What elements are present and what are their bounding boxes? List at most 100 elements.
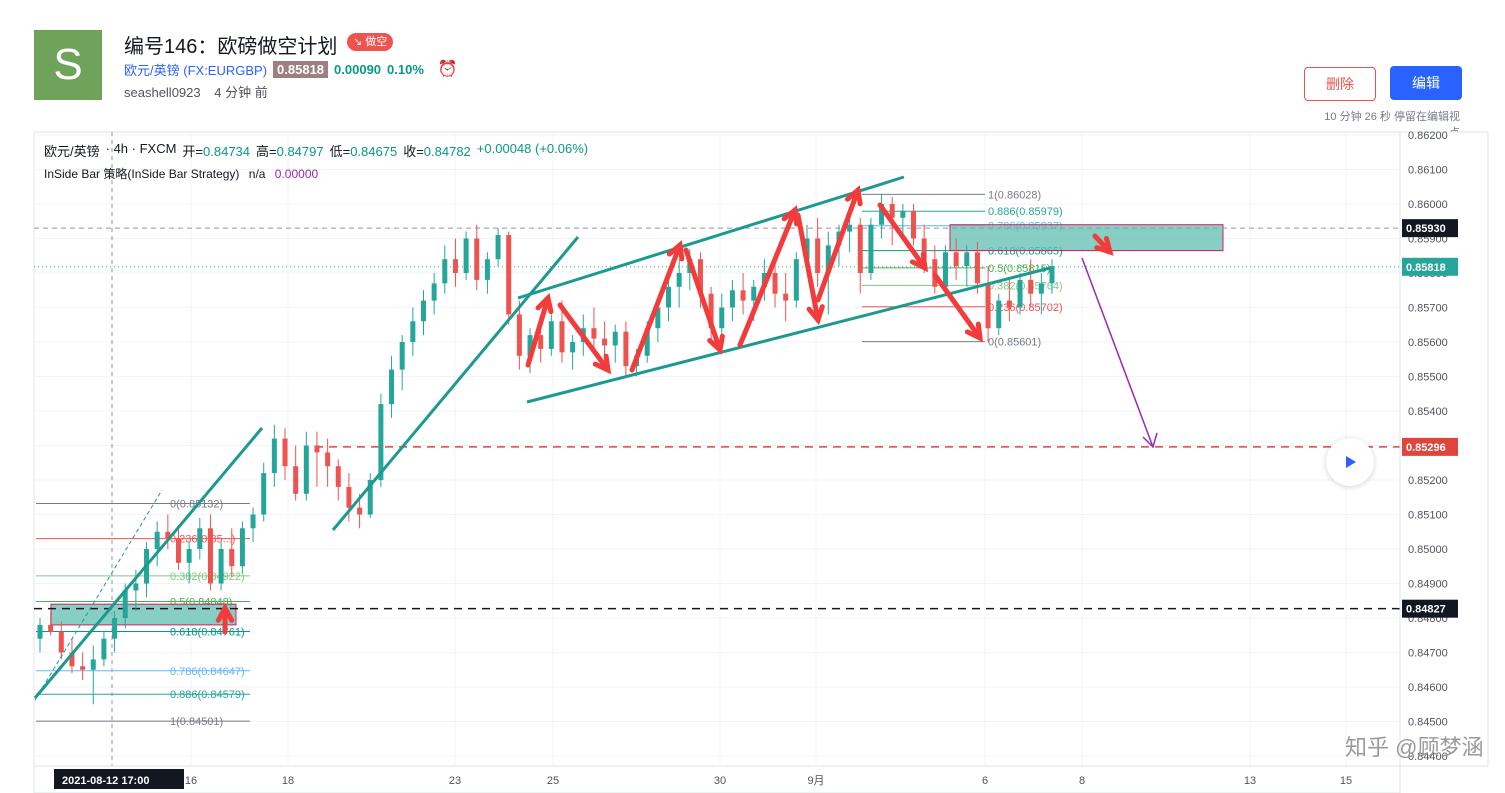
- time-tick-label: 25: [547, 775, 559, 787]
- candle-body: [325, 452, 331, 467]
- wave-arrow-shaft: [1092, 233, 1113, 255]
- edit-button[interactable]: 编辑: [1390, 66, 1462, 100]
- candle-body: [218, 549, 224, 584]
- author-name[interactable]: seashell0923: [124, 85, 201, 100]
- legend-high: 高=0.84797: [256, 141, 324, 160]
- crosshair-date-bg: [54, 769, 184, 789]
- symbol-legend: 欧元/英镑 · 4h · FXCM 开=0.84734 高=0.84797 低=…: [44, 141, 588, 160]
- candle-body: [37, 624, 43, 639]
- symbol-code[interactable]: (FX:EURGBP): [183, 62, 268, 78]
- candle-body: [570, 342, 576, 353]
- idea-header: S 编号146：欧磅做空计划 ↘ 做空 欧元/英镑 (FX:EURGBP) 0.…: [0, 0, 1505, 139]
- candlestick-series: [37, 193, 1055, 705]
- candle-body: [974, 252, 980, 284]
- candle-body: [122, 590, 128, 618]
- candle: [452, 238, 458, 287]
- trend-lines: [33, 175, 1158, 701]
- candle: [37, 618, 43, 653]
- play-icon: [1346, 456, 1356, 468]
- candle-body: [186, 549, 192, 563]
- candle-body: [538, 335, 544, 349]
- candle: [516, 300, 522, 370]
- price-axis: 0.862000.861000.860000.859000.858000.857…: [1399, 130, 1489, 767]
- candle-body: [836, 231, 842, 246]
- edit-note-text: 10 分钟 26 秒 停留在编辑视: [1324, 111, 1460, 123]
- candle-body: [942, 252, 948, 287]
- candle: [847, 210, 853, 253]
- candle-body: [985, 283, 991, 329]
- candle-body: [463, 238, 469, 273]
- price-tick-label: 0.85700: [1408, 303, 1448, 315]
- symbol-link[interactable]: 欧元/英镑 (FX:EURGBP): [124, 60, 267, 79]
- candle-body: [175, 538, 181, 563]
- candle: [410, 307, 416, 356]
- candle: [389, 355, 395, 418]
- alarm-clock-icon[interactable]: ⏰: [437, 61, 458, 78]
- candle-body: [996, 300, 1002, 329]
- candle-body: [154, 531, 160, 549]
- candle-body: [591, 328, 597, 339]
- candle-body: [889, 204, 895, 218]
- delete-button[interactable]: 删除: [1304, 67, 1376, 101]
- candle: [69, 638, 75, 674]
- candle-body: [697, 259, 703, 294]
- candle: [154, 521, 160, 567]
- wave-arrow-shaft: [737, 207, 798, 348]
- strategy-name[interactable]: InSide Bar 策略(InSide Bar Strategy): [44, 167, 240, 181]
- candle: [655, 300, 661, 342]
- candle: [793, 252, 799, 308]
- price-tick-label: 0.84800: [1408, 613, 1448, 625]
- candle: [612, 324, 618, 363]
- projection-arrowhead: [1142, 432, 1158, 449]
- candle: [591, 307, 597, 349]
- candle-body: [495, 235, 501, 260]
- time-tick-label: 9月: [807, 775, 824, 787]
- price-tag-label: 0.85930: [1406, 223, 1446, 235]
- current-price: 0.85818: [273, 60, 329, 78]
- wave-arrow-shaft: [629, 242, 683, 373]
- author-line: seashell0923 4 分钟 前: [124, 82, 268, 101]
- price-tick-label: 0.84500: [1408, 717, 1448, 729]
- candle: [602, 321, 608, 360]
- candle: [325, 438, 331, 487]
- candle: [335, 459, 341, 501]
- candle-body: [474, 238, 480, 280]
- candle-body: [1049, 266, 1055, 284]
- candle: [495, 228, 501, 267]
- candle: [815, 217, 821, 287]
- price-tick-label: 0.85400: [1408, 406, 1448, 418]
- candle: [367, 473, 373, 518]
- candle: [442, 245, 448, 294]
- candle: [1038, 273, 1044, 315]
- candle: [580, 314, 586, 356]
- candle-body: [90, 659, 96, 670]
- candle: [303, 431, 309, 501]
- candle: [868, 217, 874, 280]
- candle-body: [378, 404, 384, 480]
- chart-grid: [33, 131, 1401, 767]
- time-tick-label: 15: [1340, 775, 1352, 787]
- candle-body: [676, 273, 682, 287]
- legend-low-label: 低=: [329, 144, 351, 159]
- edit-note-tail: 点: [1449, 127, 1460, 139]
- candle-body: [666, 286, 672, 308]
- price-tick-label: 0.85800: [1408, 268, 1448, 280]
- legend-symbol: 欧元/英镑: [44, 144, 100, 159]
- candle-body: [772, 273, 778, 294]
- price-tag: [1402, 257, 1458, 276]
- time-tick-label: 30: [714, 775, 726, 787]
- candle: [538, 321, 544, 363]
- symbol-name[interactable]: 欧元/英镑: [124, 62, 180, 78]
- author-avatar[interactable]: S: [34, 30, 102, 100]
- legend-open-label: 开=: [182, 144, 204, 159]
- candle-body: [1038, 283, 1044, 294]
- supply-zone: [949, 224, 1224, 252]
- replay-play-button[interactable]: [1326, 438, 1374, 486]
- candle: [740, 273, 746, 315]
- strategy-value: 0.00000: [274, 167, 319, 181]
- candle: [282, 428, 288, 480]
- candle: [527, 328, 533, 374]
- trend-line: [331, 236, 580, 531]
- candle: [484, 252, 490, 294]
- price-tick-label: 0.85500: [1408, 372, 1448, 384]
